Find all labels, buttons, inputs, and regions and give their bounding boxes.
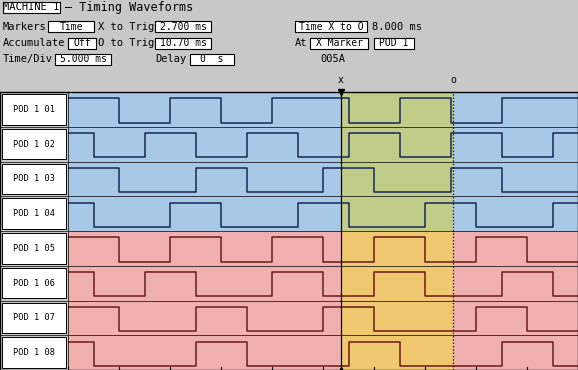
Bar xyxy=(341,92,453,127)
Text: POD 1 06: POD 1 06 xyxy=(13,279,55,287)
Bar xyxy=(68,300,578,335)
Bar xyxy=(295,21,367,32)
Bar xyxy=(68,196,578,231)
Bar xyxy=(310,37,368,48)
Text: POD 1 08: POD 1 08 xyxy=(13,348,55,357)
Text: POD 1 03: POD 1 03 xyxy=(13,174,55,184)
Text: Markers: Markers xyxy=(3,21,47,31)
Text: 5.000 ms: 5.000 ms xyxy=(60,54,106,64)
Text: Accumulate: Accumulate xyxy=(3,38,65,48)
Bar xyxy=(341,196,453,231)
Bar xyxy=(68,127,578,161)
Bar xyxy=(341,266,453,300)
Text: POD 1 07: POD 1 07 xyxy=(13,313,55,322)
Text: Delay: Delay xyxy=(155,54,186,64)
Text: Time: Time xyxy=(60,21,83,31)
Text: O to Trig: O to Trig xyxy=(98,38,154,48)
Bar xyxy=(68,335,578,370)
Text: POD 1 02: POD 1 02 xyxy=(13,139,55,149)
Text: Off: Off xyxy=(73,38,91,48)
Bar xyxy=(3,2,60,13)
Bar xyxy=(55,54,111,64)
Bar xyxy=(2,233,66,263)
Bar xyxy=(2,337,66,368)
Text: x: x xyxy=(338,75,344,85)
Bar xyxy=(68,161,578,196)
Text: 2.700 ms: 2.700 ms xyxy=(160,21,206,31)
Bar xyxy=(2,198,66,229)
Bar xyxy=(2,303,66,333)
Bar xyxy=(155,21,211,32)
Bar xyxy=(2,94,66,125)
Text: POD 1: POD 1 xyxy=(379,38,409,48)
Bar xyxy=(68,231,578,266)
Bar xyxy=(2,268,66,298)
Bar xyxy=(341,335,453,370)
Text: – Timing Waveforms: – Timing Waveforms xyxy=(65,1,193,14)
Bar xyxy=(2,164,66,194)
Text: Time/Div: Time/Div xyxy=(3,54,53,64)
Bar xyxy=(341,300,453,335)
Text: 0  s: 0 s xyxy=(200,54,224,64)
Bar xyxy=(68,266,578,300)
Text: MACHINE 1: MACHINE 1 xyxy=(3,3,60,13)
Text: POD 1 05: POD 1 05 xyxy=(13,244,55,253)
Text: POD 1 04: POD 1 04 xyxy=(13,209,55,218)
Bar xyxy=(68,92,578,127)
Bar xyxy=(341,231,453,266)
Text: Time X to O: Time X to O xyxy=(299,21,364,31)
Bar xyxy=(341,161,453,196)
Bar xyxy=(341,127,453,161)
Text: POD 1 01: POD 1 01 xyxy=(13,105,55,114)
Text: X Marker: X Marker xyxy=(316,38,362,48)
Bar xyxy=(68,37,96,48)
Bar xyxy=(155,37,211,48)
Text: 10.70 ms: 10.70 ms xyxy=(160,38,206,48)
Bar xyxy=(374,37,414,48)
Bar xyxy=(48,21,94,32)
Text: X to Trig: X to Trig xyxy=(98,21,154,31)
Text: 8.000 ms: 8.000 ms xyxy=(372,21,422,31)
Text: 005A: 005A xyxy=(320,54,345,64)
Text: At: At xyxy=(295,38,307,48)
Text: o: o xyxy=(450,75,456,85)
Bar xyxy=(190,54,234,64)
Bar xyxy=(2,129,66,159)
